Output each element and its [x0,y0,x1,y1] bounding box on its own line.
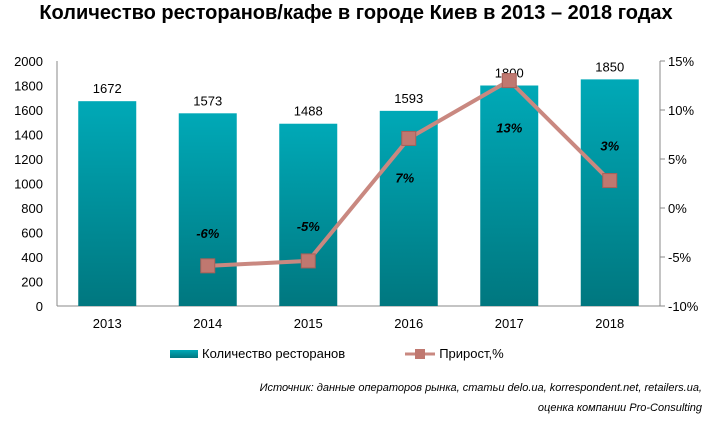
right-tick-label: 10% [668,103,694,118]
growth-label: -5% [297,219,321,234]
growth-label: 7% [395,170,414,185]
bar [78,101,137,307]
bar-value-label: 1672 [93,81,122,96]
legend-bar-swatch [170,349,198,358]
growth-marker [602,173,618,189]
legend-label: Количество ресторанов [202,346,346,361]
growth-label: 3% [600,139,619,154]
left-tick-label: 800 [21,201,43,216]
chart-title: Количество ресторанов/кафе в городе Киев… [39,2,673,24]
bar [178,113,237,307]
legend-item-line: Прирост,% [405,346,504,361]
bar-value-label: 1573 [193,93,222,108]
left-tick-label: 1000 [14,177,43,192]
right-tick-label: 5% [668,152,687,167]
bar-value-label: 1850 [595,59,624,74]
plot-area: 0 200 400 600 800 1000 1200 1400 1600 1800 2000 -10… [14,54,699,331]
bar-value-label: 1593 [394,91,423,106]
legend: Количество ресторанов Прирост,% [170,346,504,361]
x-tick-label: 2014 [193,316,222,331]
bar [480,85,539,306]
right-tick-label: -10% [668,299,699,314]
growth-marker [300,253,316,269]
left-tick-label: 1200 [14,152,43,167]
left-tick-label: 1400 [14,128,43,143]
legend-line-swatch [405,348,436,359]
growth-marker [401,130,417,146]
left-tick-label: 1800 [14,79,43,94]
x-tick-label: 2018 [595,316,624,331]
source-line: Источник: данные операторов рынка, стать… [259,382,702,394]
legend-item-bars: Количество ресторанов [170,346,345,361]
bar [580,79,639,306]
bar-value-label: 1488 [294,104,323,119]
x-tick-label: 2017 [495,316,524,331]
left-tick-label: 1600 [14,103,43,118]
x-tick-label: 2013 [93,316,122,331]
source-note: Источник: данные операторов рынка, стать… [260,378,702,418]
x-tick-label: 2015 [294,316,323,331]
right-tick-label: 15% [668,54,694,69]
growth-marker [501,73,517,89]
source-line: оценка компании Pro-Consulting [537,402,702,414]
growth-label: 13% [496,121,522,136]
x-tick-label: 2016 [394,316,423,331]
left-tick-label: 600 [21,226,43,241]
right-tick-label: -5% [668,250,692,265]
right-tick-label: 0% [668,201,687,216]
left-tick-label: 2000 [14,54,43,69]
growth-label: -6% [196,226,220,241]
left-tick-label: 400 [21,250,43,265]
left-tick-label: 200 [21,275,43,290]
growth-marker [200,258,216,274]
left-tick-label: 0 [36,299,43,314]
bar [279,123,338,306]
legend-label: Прирост,% [439,346,504,361]
